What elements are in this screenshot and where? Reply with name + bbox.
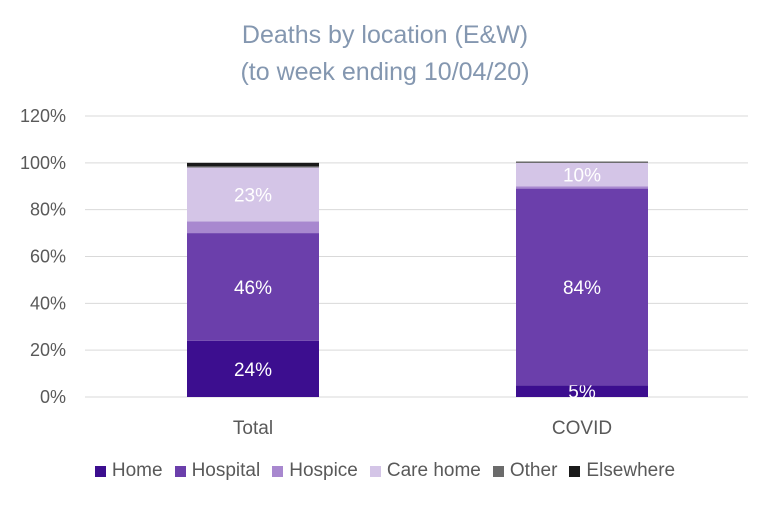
legend-item: Home (94, 460, 163, 482)
legend-swatch (174, 465, 186, 477)
bar-segment-elsewhere (187, 162, 319, 167)
y-tick-label: 80% (30, 200, 66, 220)
legend-label: Care home (386, 460, 481, 481)
bar-segment-elsewhere (516, 161, 648, 163)
chart-subtitle: (to week ending 10/04/20) (240, 58, 530, 86)
y-tick-label: 100% (20, 153, 66, 173)
legend-swatch (369, 465, 381, 477)
chart-legend: Home Hospital Hospice Care home Other Elsewhe… (0, 460, 770, 482)
bar-segment-hospital (187, 233, 319, 341)
legend-label: Other (509, 460, 558, 481)
bar-segment-care-home (516, 162, 648, 187)
legend-swatch (272, 465, 284, 477)
bar-segment-hospice (187, 221, 319, 234)
y-tick-label: 0% (40, 387, 66, 407)
bar-segment-care-home (187, 167, 319, 222)
legend-item: Care home (369, 460, 481, 482)
data-label: 5% (568, 382, 596, 403)
data-label: 10% (563, 166, 601, 187)
legend-swatch (94, 465, 106, 477)
bar-segment-hospital (516, 188, 648, 386)
bar-segment-home (516, 385, 648, 397)
legend-label: Elsewhere (586, 460, 676, 481)
chart-title: Deaths by location (E&W) (241, 21, 529, 49)
x-category-label: Total (233, 418, 273, 439)
legend-label: Hospice (289, 460, 358, 481)
bar-segment-home (187, 340, 319, 397)
bar-segment-hospice (516, 186, 648, 189)
y-tick-label: 20% (30, 340, 66, 360)
x-category-label: COVID (552, 418, 612, 439)
legend-item: Hospital (174, 460, 261, 482)
legend-item: Hospice (272, 460, 358, 482)
y-tick-label: 40% (30, 293, 66, 313)
legend-label: Hospital (191, 460, 261, 481)
data-label: 84% (563, 278, 601, 299)
data-label: 24% (234, 360, 272, 381)
legend-label: Home (111, 460, 163, 481)
data-label: 46% (234, 278, 272, 299)
data-label: 23% (234, 185, 272, 206)
bar-segment-other (187, 166, 319, 168)
y-tick-label: 120% (20, 106, 66, 126)
legend-swatch (492, 465, 504, 477)
legend-item: Elsewhere (569, 460, 675, 482)
y-tick-label: 60% (30, 247, 66, 267)
legend-swatch (569, 465, 581, 477)
legend-item: Other (492, 460, 558, 482)
